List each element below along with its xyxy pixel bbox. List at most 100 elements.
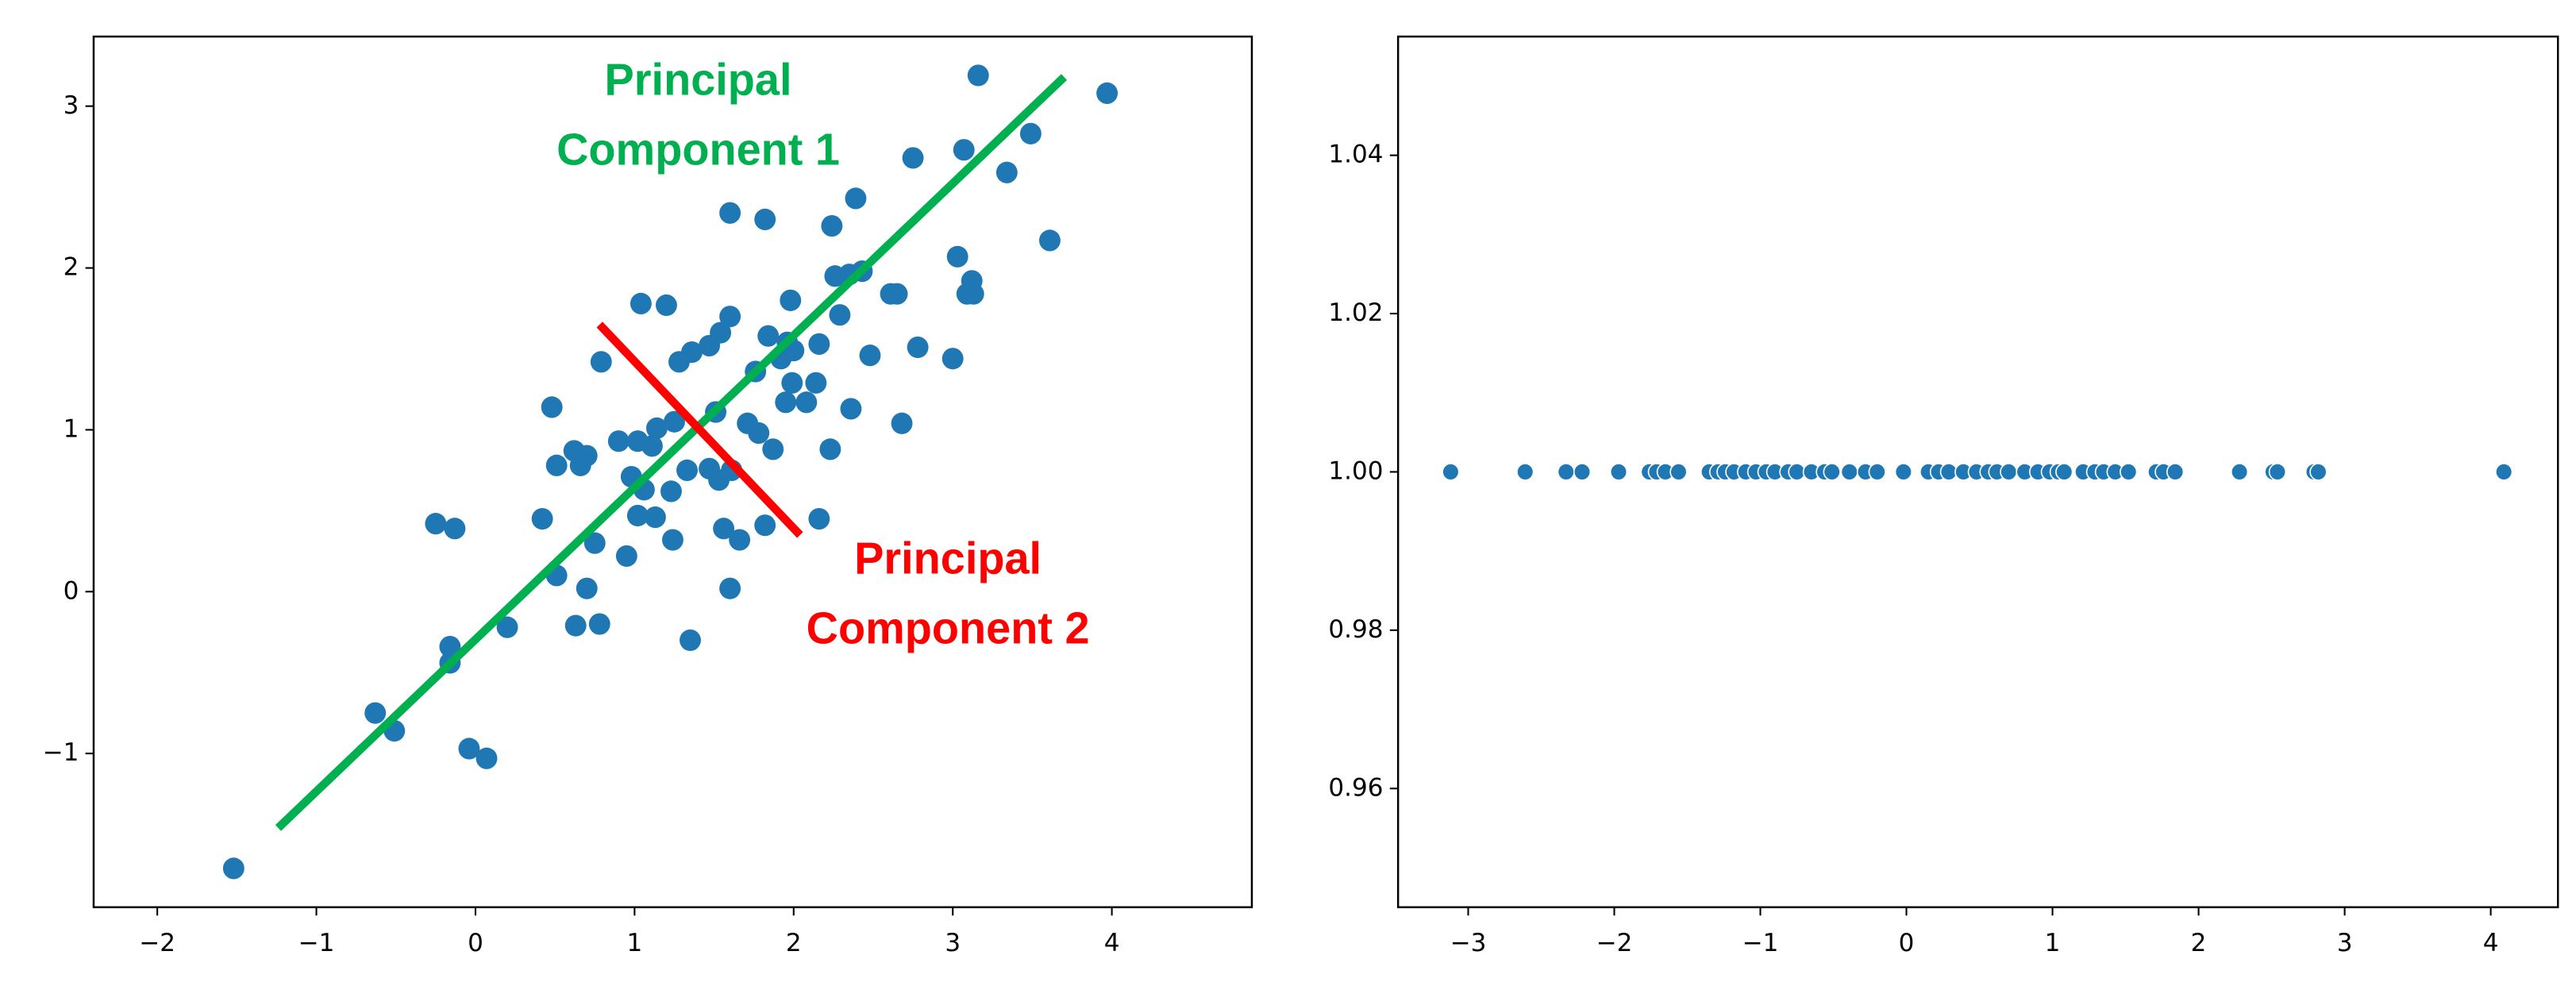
point <box>2309 463 2328 481</box>
point <box>2120 463 2138 481</box>
point <box>775 391 797 414</box>
point <box>1516 463 1534 481</box>
point <box>1669 463 1688 481</box>
x-tick-label: 1 <box>2045 929 2061 957</box>
point <box>1442 463 1460 481</box>
point <box>2268 463 2287 481</box>
y-tick-label: 0 <box>64 576 79 605</box>
point <box>2166 463 2185 481</box>
point <box>588 613 610 635</box>
point <box>1019 122 1042 144</box>
y-tick-label: 1.00 <box>1328 456 1383 485</box>
chart: −2 −1 0 1 2 3 4 −1 0 1 2 3 Principal Component 1 Princ… <box>43 35 1253 957</box>
point <box>713 518 735 540</box>
point <box>626 504 649 527</box>
axes-frame <box>92 35 1253 909</box>
y-tick-label: 0.98 <box>1328 615 1383 644</box>
point <box>1096 82 1119 105</box>
point <box>222 857 245 880</box>
point <box>953 139 975 161</box>
y-tick-label: 1.04 <box>1328 140 1383 168</box>
point <box>719 577 741 599</box>
point <box>444 518 466 540</box>
point <box>576 445 598 467</box>
point <box>821 214 843 237</box>
component-line <box>275 74 1068 831</box>
point <box>1840 463 1858 481</box>
point <box>645 417 668 439</box>
point <box>762 438 784 460</box>
point <box>680 629 701 652</box>
axes-frame <box>1396 35 2559 909</box>
point <box>829 304 851 326</box>
point <box>967 64 989 87</box>
point <box>710 322 732 344</box>
point <box>590 351 612 373</box>
point <box>995 161 1018 183</box>
point <box>1868 463 1886 481</box>
point <box>630 292 652 315</box>
point <box>962 283 984 305</box>
point <box>780 289 802 311</box>
x-tick-label: 4 <box>2483 929 2499 957</box>
x-tick-label: 3 <box>2337 929 2353 957</box>
point <box>754 208 776 231</box>
point <box>891 412 913 434</box>
point <box>819 438 841 460</box>
point <box>458 737 480 760</box>
y-tick-label: 1.02 <box>1328 298 1383 327</box>
point <box>795 391 818 414</box>
point <box>754 514 776 537</box>
point <box>576 577 598 599</box>
point <box>664 410 685 433</box>
point <box>886 283 908 305</box>
point <box>907 336 929 359</box>
x-tick-label: 2 <box>2191 929 2207 957</box>
point <box>840 398 862 420</box>
point <box>941 348 964 370</box>
point <box>607 430 630 452</box>
point <box>1823 463 1841 481</box>
point <box>655 294 677 317</box>
point <box>719 306 741 328</box>
component-line <box>596 322 803 538</box>
x-tick-label: 4 <box>1104 929 1120 957</box>
point <box>676 459 698 481</box>
point <box>845 187 867 210</box>
x-tick-label: 0 <box>468 929 483 957</box>
annotation: Principal <box>605 54 792 104</box>
x-tick-label: 0 <box>1899 929 1915 957</box>
point <box>583 532 606 554</box>
point <box>805 372 827 394</box>
point <box>364 702 387 724</box>
chart: −3 −2 −1 0 1 2 3 4 0.96 0.98 1.00 1.02 1.04 <box>1328 35 2559 957</box>
y-tick-label: 3 <box>64 91 79 120</box>
annotation: Component 1 <box>556 124 840 174</box>
point <box>425 513 447 535</box>
point <box>476 747 498 769</box>
point <box>729 529 751 551</box>
y-tick-label: 1 <box>64 414 79 443</box>
point <box>1609 463 1628 481</box>
x-tick-label: 3 <box>945 929 961 957</box>
point <box>496 616 518 638</box>
point <box>531 507 553 530</box>
x-tick-label: −1 <box>1742 929 1779 957</box>
point <box>2055 463 2074 481</box>
y-tick-label: 2 <box>64 252 79 281</box>
annotation: Component 2 <box>807 603 1090 653</box>
point <box>641 435 663 457</box>
y-tick-label: −1 <box>43 738 79 767</box>
y-tick-label: 0.96 <box>1328 773 1383 802</box>
point <box>2494 463 2513 481</box>
point <box>808 507 830 530</box>
point <box>660 480 682 503</box>
point <box>541 396 563 418</box>
point <box>902 147 924 169</box>
x-tick-label: −2 <box>139 929 175 957</box>
point <box>808 333 830 355</box>
point <box>859 345 881 367</box>
point <box>644 506 666 529</box>
annotation: Principal <box>854 533 1042 583</box>
point <box>662 529 683 551</box>
